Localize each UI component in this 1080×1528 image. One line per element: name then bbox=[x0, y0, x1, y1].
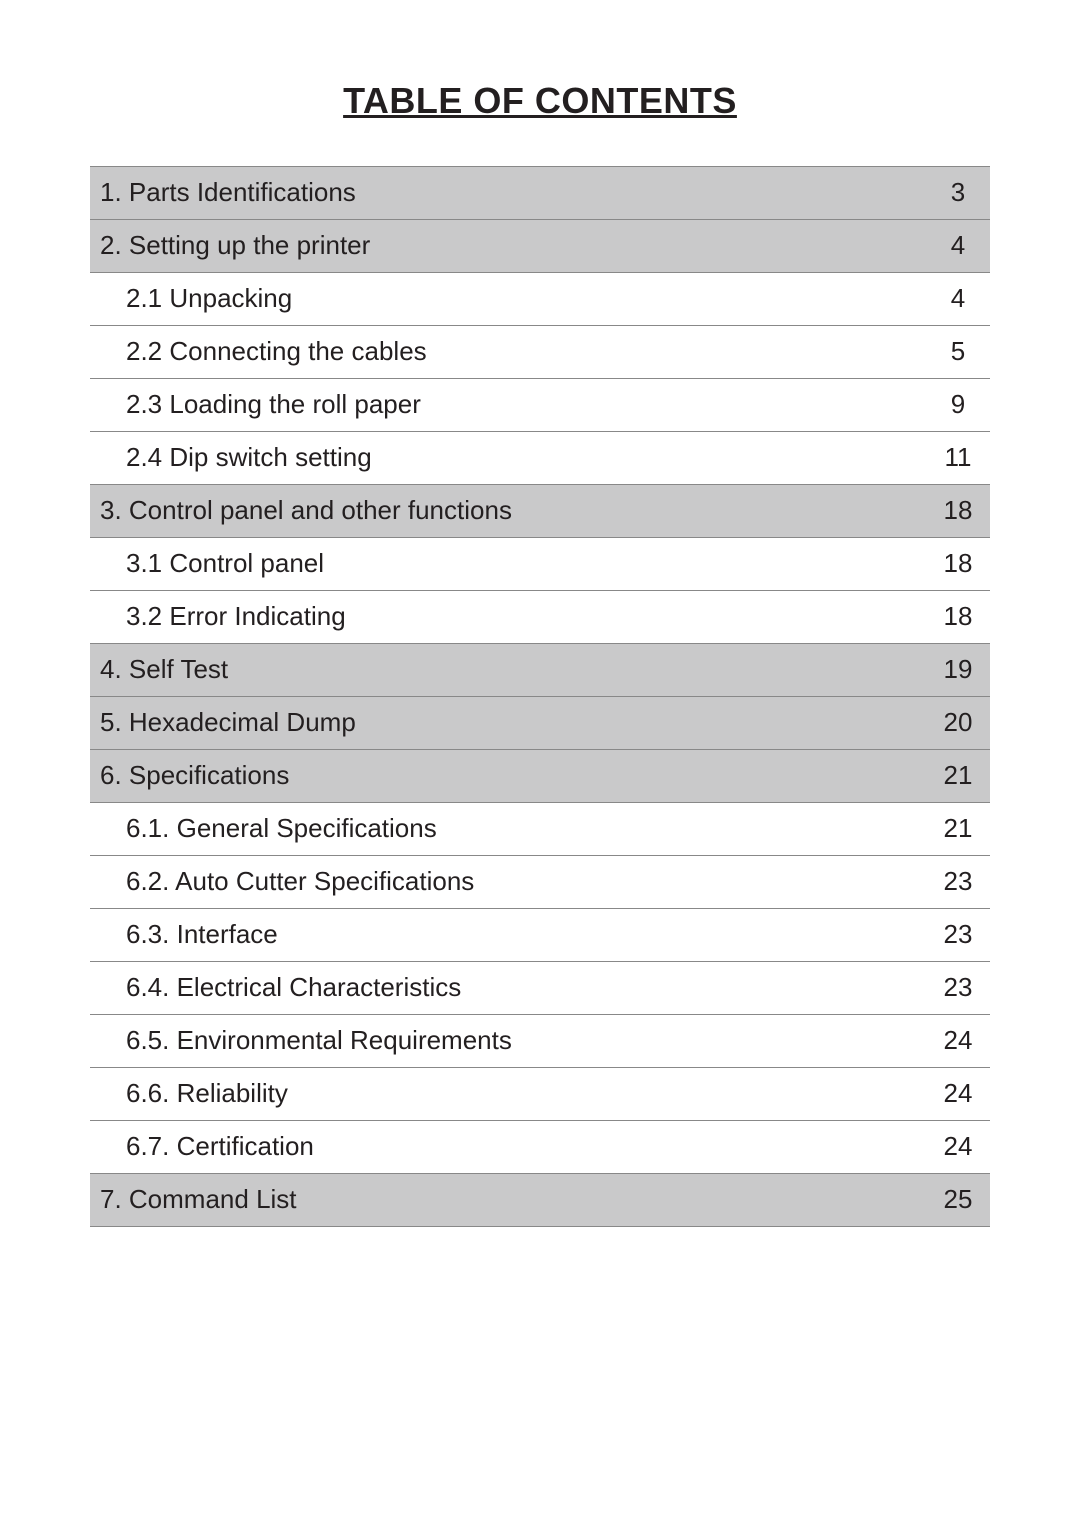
toc-label: 2.3 Loading the roll paper bbox=[90, 389, 930, 420]
toc-row: 6.7. Certification24 bbox=[90, 1121, 990, 1174]
toc-label: 6.1. General Specifications bbox=[90, 813, 930, 844]
page-title: TABLE OF CONTENTS bbox=[90, 80, 990, 122]
toc-page-number: 20 bbox=[930, 707, 990, 738]
toc-row: 6.1. General Specifications21 bbox=[90, 803, 990, 856]
toc-label: 6.7. Certification bbox=[90, 1131, 930, 1162]
toc-row: 3. Control panel and other functions18 bbox=[90, 485, 990, 538]
toc-page-number: 23 bbox=[930, 919, 990, 950]
toc-label: 3.1 Control panel bbox=[90, 548, 930, 579]
toc-row: 2.3 Loading the roll paper9 bbox=[90, 379, 990, 432]
toc-row: 5. Hexadecimal Dump20 bbox=[90, 697, 990, 750]
toc-row: 4. Self Test19 bbox=[90, 644, 990, 697]
toc-row: 6.5. Environmental Requirements24 bbox=[90, 1015, 990, 1068]
toc-page-number: 21 bbox=[930, 760, 990, 791]
toc-page-number: 23 bbox=[930, 972, 990, 1003]
toc-page-number: 4 bbox=[930, 230, 990, 261]
toc-page-number: 21 bbox=[930, 813, 990, 844]
toc-row: 2.2 Connecting the cables5 bbox=[90, 326, 990, 379]
toc-row: 1. Parts Identifications3 bbox=[90, 167, 990, 220]
toc-page-number: 24 bbox=[930, 1078, 990, 1109]
toc-page-number: 18 bbox=[930, 601, 990, 632]
toc-label: 6.4. Electrical Characteristics bbox=[90, 972, 930, 1003]
toc-page-number: 25 bbox=[930, 1184, 990, 1215]
toc-label: 1. Parts Identifications bbox=[90, 177, 930, 208]
toc-label: 6. Specifications bbox=[90, 760, 930, 791]
toc-row: 2.4 Dip switch setting11 bbox=[90, 432, 990, 485]
toc-label: 6.3. Interface bbox=[90, 919, 930, 950]
toc-row: 2. Setting up the printer4 bbox=[90, 220, 990, 273]
toc-row: 3.2 Error Indicating18 bbox=[90, 591, 990, 644]
toc-page-number: 23 bbox=[930, 866, 990, 897]
toc-page-number: 3 bbox=[930, 177, 990, 208]
toc-label: 2.4 Dip switch setting bbox=[90, 442, 930, 473]
page: TABLE OF CONTENTS 1. Parts Identificatio… bbox=[0, 0, 1080, 1528]
toc-row: 3.1 Control panel18 bbox=[90, 538, 990, 591]
toc-page-number: 11 bbox=[930, 442, 990, 473]
toc-label: 2.1 Unpacking bbox=[90, 283, 930, 314]
toc-row: 6.4. Electrical Characteristics23 bbox=[90, 962, 990, 1015]
toc-label: 6.2. Auto Cutter Specifications bbox=[90, 866, 930, 897]
toc-label: 2.2 Connecting the cables bbox=[90, 336, 930, 367]
toc-page-number: 24 bbox=[930, 1025, 990, 1056]
toc-page-number: 19 bbox=[930, 654, 990, 685]
toc-row: 6.2. Auto Cutter Specifications23 bbox=[90, 856, 990, 909]
toc-label: 3.2 Error Indicating bbox=[90, 601, 930, 632]
toc-label: 2. Setting up the printer bbox=[90, 230, 930, 261]
toc-page-number: 18 bbox=[930, 548, 990, 579]
toc-page-number: 5 bbox=[930, 336, 990, 367]
toc-page-number: 4 bbox=[930, 283, 990, 314]
toc-page-number: 9 bbox=[930, 389, 990, 420]
toc-label: 5. Hexadecimal Dump bbox=[90, 707, 930, 738]
toc-label: 6.5. Environmental Requirements bbox=[90, 1025, 930, 1056]
toc-label: 7. Command List bbox=[90, 1184, 930, 1215]
toc-label: 4. Self Test bbox=[90, 654, 930, 685]
table-of-contents: 1. Parts Identifications32. Setting up t… bbox=[90, 166, 990, 1227]
toc-page-number: 18 bbox=[930, 495, 990, 526]
toc-label: 3. Control panel and other functions bbox=[90, 495, 930, 526]
toc-row: 6.6. Reliability24 bbox=[90, 1068, 990, 1121]
toc-row: 6. Specifications21 bbox=[90, 750, 990, 803]
toc-row: 6.3. Interface23 bbox=[90, 909, 990, 962]
toc-row: 7. Command List25 bbox=[90, 1174, 990, 1227]
toc-row: 2.1 Unpacking4 bbox=[90, 273, 990, 326]
toc-page-number: 24 bbox=[930, 1131, 990, 1162]
toc-label: 6.6. Reliability bbox=[90, 1078, 930, 1109]
